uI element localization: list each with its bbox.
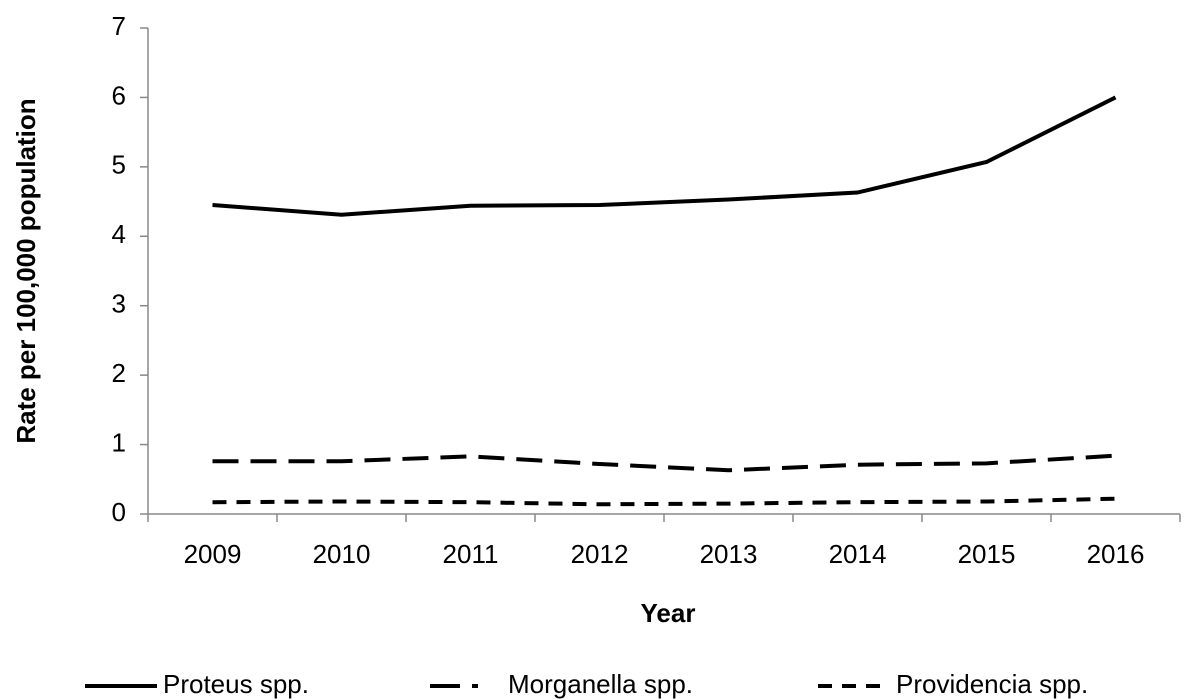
y-tick-label: 0 [112,497,126,527]
y-axis-label: Rate per 100,000 population [11,98,41,443]
series-line [212,453,1116,473]
legend-label: Proteus spp. [163,669,309,699]
y-tick-label: 3 [112,289,126,319]
x-tick-label: 2016 [1087,539,1145,569]
x-tick-label: 2010 [313,539,371,569]
y-tick-label: 5 [112,150,126,180]
x-tick-label: 2009 [184,539,242,569]
x-tick-label: 2013 [700,539,758,569]
series-line [212,496,1116,507]
x-tick-label: 2014 [829,539,887,569]
y-tick-label: 6 [112,80,126,110]
series-line [212,95,1117,217]
x-axis-label: Year [641,598,696,628]
x-tick-label: 2015 [958,539,1016,569]
legend-label: Providencia spp. [896,669,1088,699]
y-tick-label: 2 [112,358,126,388]
y-tick-label: 7 [112,11,126,41]
y-tick-label: 4 [112,219,126,249]
legend-label: Morganella spp. [508,669,693,699]
y-tick-label: 1 [112,427,126,457]
x-tick-label: 2012 [571,539,629,569]
x-tick-label: 2011 [443,539,499,569]
